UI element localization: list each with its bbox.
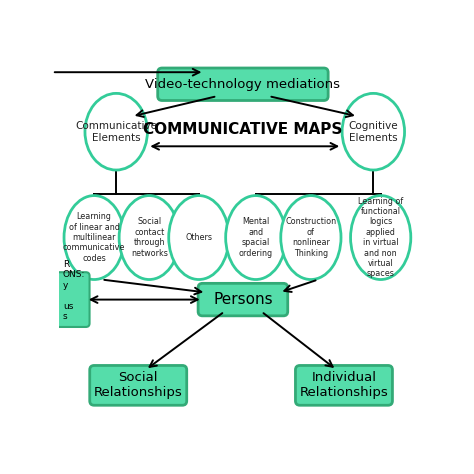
- FancyBboxPatch shape: [295, 365, 392, 405]
- Text: Video-technology mediations: Video-technology mediations: [146, 78, 340, 91]
- FancyBboxPatch shape: [90, 365, 187, 405]
- Text: Individual
Relationships: Individual Relationships: [300, 371, 388, 400]
- Ellipse shape: [342, 93, 405, 170]
- Ellipse shape: [281, 196, 341, 280]
- Text: COMMUNICATIVE MAPS: COMMUNICATIVE MAPS: [143, 122, 343, 137]
- Ellipse shape: [85, 93, 147, 170]
- Ellipse shape: [226, 196, 286, 280]
- Text: Others: Others: [185, 233, 212, 242]
- Text: Persons: Persons: [213, 292, 273, 307]
- Ellipse shape: [169, 196, 229, 280]
- Text: Social
Relationships: Social Relationships: [94, 371, 182, 400]
- Ellipse shape: [64, 196, 124, 280]
- Ellipse shape: [119, 196, 179, 280]
- Text: Construction
of
nonlinear
Thinking: Construction of nonlinear Thinking: [285, 218, 337, 258]
- Text: R
ONS:
y

us
s: R ONS: y us s: [63, 260, 85, 321]
- Text: Learning
of linear and
multilinear
communicative
codes: Learning of linear and multilinear commu…: [63, 212, 125, 263]
- FancyBboxPatch shape: [198, 283, 288, 316]
- Ellipse shape: [351, 196, 411, 280]
- FancyBboxPatch shape: [158, 68, 328, 100]
- Text: Communicative
Elements: Communicative Elements: [75, 121, 157, 143]
- Text: Learning of
functional
logics
applied
in virtual
and non
virtual
spaces: Learning of functional logics applied in…: [358, 197, 403, 278]
- Text: Social
contact
through
networks: Social contact through networks: [131, 218, 168, 258]
- Text: Mental
and
spacial
ordering: Mental and spacial ordering: [239, 218, 273, 258]
- FancyBboxPatch shape: [55, 272, 90, 327]
- Text: Cognitive
Elements: Cognitive Elements: [348, 121, 398, 143]
